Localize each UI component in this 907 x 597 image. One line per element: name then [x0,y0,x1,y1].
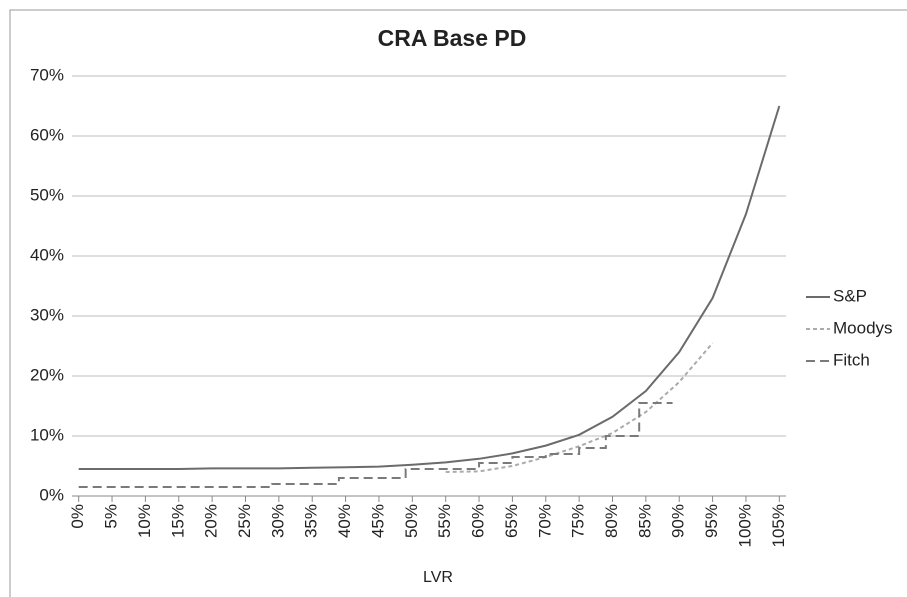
x-tick-label: 5% [102,504,121,529]
y-tick-label: 30% [30,305,64,324]
chart-title: CRA Base PD [378,25,527,51]
x-tick-label: 60% [469,504,488,538]
x-tick-label: 85% [635,504,654,538]
x-tick-label: 100% [735,504,754,547]
x-tick-label: 10% [135,504,154,538]
x-tick-label: 70% [535,504,554,538]
x-tick-label: 75% [569,504,588,538]
chart-border [9,9,907,597]
x-tick-label: 40% [335,504,354,538]
legend-label: Moodys [833,318,893,337]
x-tick-label: 55% [435,504,454,538]
x-tick-label: 20% [202,504,221,538]
y-tick-label: 10% [30,425,64,444]
x-tick-label: 0% [68,504,87,529]
legend-label: S&P [833,286,867,305]
x-tick-label: 105% [769,504,788,547]
x-tick-label: 30% [268,504,287,538]
x-tick-label: 35% [302,504,321,538]
legend-label: Fitch [833,350,870,369]
x-tick-label: 15% [168,504,187,538]
x-tick-label: 65% [502,504,521,538]
x-tick-label: 45% [368,504,387,538]
x-axis-label: LVR [423,569,453,586]
x-tick-label: 90% [669,504,688,538]
series-line [78,402,673,488]
x-tick-label: 95% [702,504,721,538]
y-tick-label: 20% [30,365,64,384]
y-tick-label: 40% [30,245,64,264]
series-line [78,105,781,470]
y-tick-label: 70% [30,65,64,84]
x-tick-label: 80% [602,504,621,538]
series-line [445,342,714,473]
x-tick-label: 50% [402,504,421,538]
y-tick-label: 60% [30,125,64,144]
x-tick-label: 25% [235,504,254,538]
y-tick-label: 0% [39,485,64,504]
y-tick-label: 50% [30,185,64,204]
